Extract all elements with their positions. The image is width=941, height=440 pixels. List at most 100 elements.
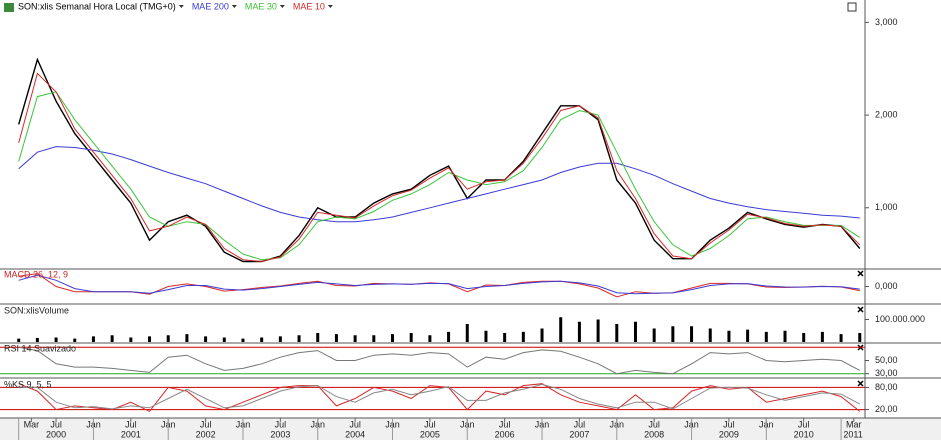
x-tick-label: Jul — [424, 419, 436, 429]
legend-dropdown[interactable] — [178, 5, 184, 8]
year-label: 2007 — [569, 429, 589, 439]
volume-bar — [447, 331, 451, 342]
volume-bar — [73, 338, 77, 342]
x-tick-label: Jul — [648, 419, 660, 429]
panel-title: %KS 9, 5, 5 — [4, 379, 52, 389]
legend-dropdown[interactable] — [279, 5, 285, 8]
volume-bar — [278, 336, 282, 342]
year-label: 2006 — [495, 429, 515, 439]
volume-bar — [503, 333, 507, 342]
year-label: 2003 — [270, 429, 290, 439]
volume-bar — [746, 329, 750, 342]
volume-bar — [391, 334, 395, 342]
panel-title: MACD 26, 12, 9 — [4, 269, 68, 279]
x-tick-label: Jul — [200, 419, 212, 429]
year-label: 2008 — [644, 429, 664, 439]
volume-bar — [820, 331, 824, 342]
symbol-icon — [4, 3, 14, 12]
x-tick-label: Mar — [846, 419, 862, 429]
legend-dropdown[interactable] — [327, 5, 333, 8]
y-tick-label: 50,00 — [875, 355, 898, 365]
legend-entry[interactable]: MAE 30 — [245, 1, 277, 11]
volume-bar — [783, 330, 787, 342]
volume-bar — [260, 337, 264, 342]
volume-bar — [577, 321, 581, 342]
legend-dropdown[interactable] — [231, 5, 237, 8]
volume-bar — [334, 334, 338, 342]
x-tick-label: Jul — [50, 419, 62, 429]
year-label: 2004 — [345, 429, 365, 439]
y-tick-label: 100.000.000 — [875, 314, 925, 324]
year-label: 2001 — [121, 429, 141, 439]
series-line — [18, 72, 861, 263]
volume-bar — [465, 324, 469, 342]
volume-bar — [17, 338, 21, 342]
series-line — [18, 383, 861, 410]
panel-title: RSI 14 Suavizado — [4, 343, 76, 353]
year-label: 2011 — [843, 429, 862, 439]
volume-bar — [484, 330, 488, 342]
volume-bar — [428, 335, 432, 342]
volume-bar — [409, 333, 413, 342]
series-line — [18, 57, 861, 263]
y-tick-label: 30,00 — [875, 368, 898, 378]
year-label: 2010 — [794, 429, 814, 439]
series-line — [18, 346, 861, 375]
close-button[interactable] — [857, 306, 864, 313]
volume-bar — [764, 331, 768, 342]
volume-bar — [166, 335, 170, 342]
x-tick-label: Jul — [349, 419, 361, 429]
x-tick-label: Jul — [125, 419, 137, 429]
volume-bar — [316, 333, 320, 342]
legend-entry[interactable]: MAE 200 — [192, 1, 229, 11]
volume-bar — [35, 337, 39, 342]
volume-bar — [297, 335, 301, 342]
volume-bar — [559, 317, 563, 342]
volume-bar — [521, 331, 525, 342]
year-label: 2000 — [46, 429, 66, 439]
year-label: 2002 — [196, 429, 216, 439]
series-line — [18, 146, 860, 223]
volume-bar — [633, 321, 637, 342]
close-button[interactable] — [857, 380, 864, 387]
y-tick-label: 80,00 — [875, 382, 898, 392]
volume-bar — [222, 337, 226, 342]
volume-bar — [241, 338, 245, 342]
legend-entry[interactable]: MAE 10 — [293, 1, 325, 11]
volume-bar — [596, 319, 600, 342]
close-button[interactable] — [857, 270, 864, 277]
volume-bar — [708, 328, 712, 342]
y-tick-label: 2,000 — [875, 109, 898, 119]
volume-bar — [690, 326, 694, 342]
y-tick-label: 3,000 — [875, 17, 898, 27]
x-tick-label: Jul — [574, 419, 586, 429]
volume-bar — [540, 328, 544, 342]
volume-bar — [353, 335, 357, 342]
y-tick-label: 20,00 — [875, 404, 898, 414]
volume-bar — [54, 337, 58, 342]
x-tick-label: Mar — [24, 419, 40, 429]
x-tick-label: Jul — [723, 419, 735, 429]
volume-bar — [652, 328, 656, 342]
volume-bar — [858, 333, 862, 342]
volume-bar — [671, 326, 675, 342]
y-tick-label: 0,000 — [875, 281, 898, 291]
volume-bar — [110, 335, 114, 342]
maximize-button[interactable] — [847, 2, 857, 12]
year-label: 2005 — [420, 429, 440, 439]
x-tick-label: Jul — [499, 419, 511, 429]
volume-bar — [185, 334, 189, 342]
volume-bar — [839, 334, 843, 342]
volume-bar — [129, 337, 133, 342]
year-label: 2009 — [719, 429, 739, 439]
legend-entry[interactable]: SON:xlis Semanal Hora Local (TMG+0) — [18, 1, 176, 11]
volume-bar — [802, 333, 806, 342]
series-line — [18, 91, 861, 261]
volume-bar — [91, 336, 95, 342]
y-tick-label: 1,000 — [875, 202, 898, 212]
volume-bar — [148, 336, 152, 342]
x-tick-label: Jul — [275, 419, 287, 429]
series-line — [18, 274, 860, 295]
